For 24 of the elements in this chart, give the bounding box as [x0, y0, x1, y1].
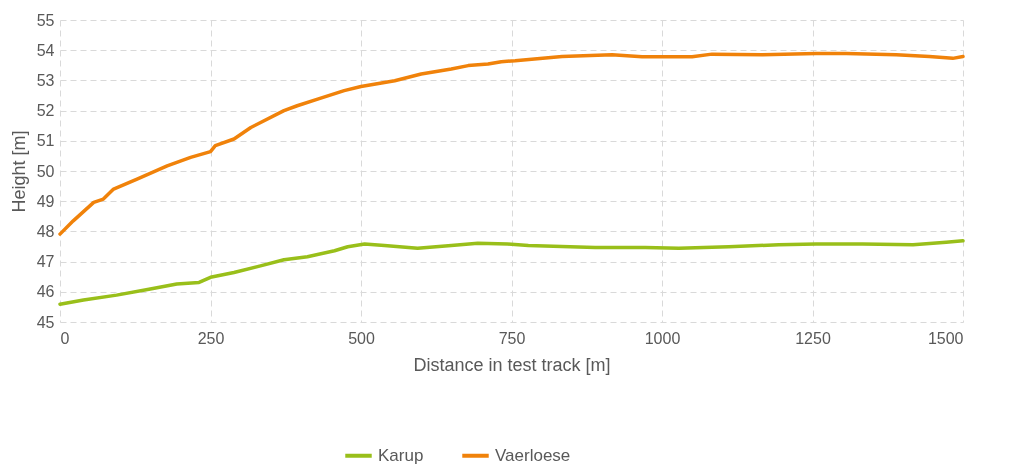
y-tick-label: 49 [36, 192, 55, 210]
line-series [58, 239, 965, 306]
x-tick-label: 1000 [644, 329, 681, 347]
y-tick-label: 55 [36, 11, 55, 29]
legend-label: Karup [378, 445, 424, 464]
x-tick-label: 0 [60, 329, 70, 347]
y-tick-label: 50 [36, 162, 55, 180]
y-tick-label: 46 [36, 283, 55, 301]
x-tick-label: 1500 [927, 329, 964, 347]
y-tick-label: 52 [36, 102, 55, 120]
y-tick-label: 51 [36, 132, 55, 150]
legend-label: Vaerloese [495, 445, 571, 464]
x-tick-label: 750 [498, 329, 526, 347]
y-tick-label: 45 [36, 313, 55, 331]
line-series [58, 51, 965, 236]
y-tick-label: 48 [36, 222, 55, 240]
x-tick-label: 250 [197, 329, 225, 347]
x-tick-label: 500 [348, 329, 375, 347]
y-axis-title: Height [m] [8, 130, 29, 213]
y-tick-label: 47 [36, 253, 55, 271]
y-tick-label: 54 [36, 41, 55, 59]
x-axis-title: Distance in test track [m] [413, 354, 611, 375]
x-tick-label: 1250 [795, 329, 831, 347]
y-tick-label: 53 [36, 71, 55, 89]
